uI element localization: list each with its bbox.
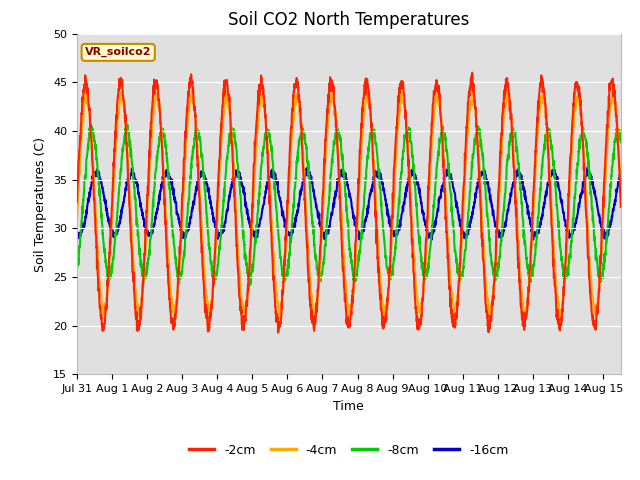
-4cm: [324, 127, 332, 132]
-16cm: [602, 231, 609, 237]
-16cm: [602, 235, 609, 241]
Y-axis label: Soil Temperatures (C): Soil Temperatures (C): [35, 136, 47, 272]
-2cm: [73, 199, 81, 205]
-8cm: [338, 154, 346, 159]
-2cm: [602, 156, 609, 162]
-16cm: [501, 223, 509, 229]
-2cm: [275, 330, 282, 336]
-16cm: [617, 169, 625, 175]
-4cm: [73, 219, 81, 225]
-8cm: [100, 246, 108, 252]
-2cm: [602, 154, 609, 159]
-4cm: [617, 184, 625, 190]
-16cm: [323, 230, 331, 236]
Line: -8cm: -8cm: [77, 124, 621, 286]
-4cm: [602, 180, 609, 186]
-2cm: [502, 88, 509, 94]
-2cm: [338, 237, 346, 243]
-8cm: [368, 121, 376, 127]
Line: -16cm: -16cm: [77, 168, 621, 240]
-8cm: [246, 283, 253, 288]
-2cm: [468, 70, 476, 76]
-8cm: [323, 215, 331, 221]
-2cm: [323, 107, 331, 112]
-2cm: [617, 204, 625, 210]
-16cm: [100, 198, 108, 204]
-8cm: [502, 183, 509, 189]
-4cm: [338, 217, 346, 223]
Line: -2cm: -2cm: [77, 73, 621, 333]
X-axis label: Time: Time: [333, 400, 364, 413]
Text: VR_soilco2: VR_soilco2: [85, 47, 152, 58]
Line: -4cm: -4cm: [77, 89, 621, 318]
-16cm: [529, 237, 537, 242]
-16cm: [337, 167, 345, 173]
-2cm: [100, 320, 108, 326]
-8cm: [602, 250, 609, 256]
-16cm: [73, 232, 81, 238]
-4cm: [502, 103, 509, 108]
-4cm: [275, 315, 283, 321]
-4cm: [101, 304, 109, 310]
Legend: -2cm, -4cm, -8cm, -16cm: -2cm, -4cm, -8cm, -16cm: [184, 439, 513, 462]
-16cm: [515, 165, 523, 171]
-4cm: [83, 86, 90, 92]
-8cm: [73, 269, 81, 275]
-4cm: [602, 180, 609, 186]
-8cm: [617, 140, 625, 145]
-8cm: [602, 252, 609, 258]
Title: Soil CO2 North Temperatures: Soil CO2 North Temperatures: [228, 11, 470, 29]
